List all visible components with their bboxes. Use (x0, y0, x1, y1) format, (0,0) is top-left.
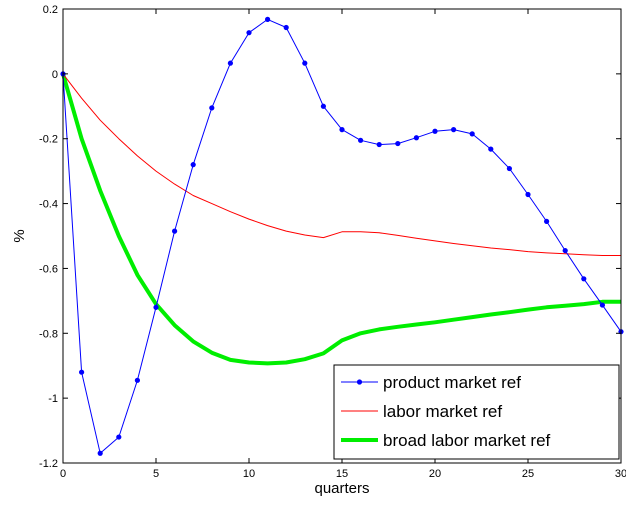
data-point (190, 162, 196, 168)
legend-marker (356, 379, 363, 385)
data-point (153, 304, 159, 310)
y-tick-label: -1 (48, 393, 58, 405)
data-point (302, 60, 308, 66)
y-tick-label: -1.2 (39, 458, 58, 470)
data-point (432, 128, 438, 134)
legend-label: product market ref (383, 373, 521, 392)
data-point (544, 218, 550, 225)
series-line-labor-market-ref (62, 73, 621, 256)
x-tick-label: 15 (336, 468, 348, 480)
y-tick-label: 0 (52, 69, 58, 81)
legend: product market ref labor market ref broad … (333, 364, 620, 460)
data-point (451, 127, 457, 133)
data-point (599, 302, 606, 308)
y-tick-label: -0.4 (39, 199, 58, 211)
x-tick-label: 20 (429, 468, 441, 480)
data-point (339, 127, 345, 133)
data-point (506, 165, 512, 172)
x-tick-label: 10 (243, 468, 255, 480)
data-point (358, 137, 364, 143)
x-tick-label: 30 (615, 468, 626, 480)
y-axis-label: % (11, 229, 28, 242)
y-tick-label: -0.6 (39, 263, 58, 275)
data-point (97, 450, 103, 456)
data-point (320, 103, 326, 109)
data-point (562, 247, 568, 254)
axis-ticks: 0 5 10 15 20 25 30 0.2 0 -0.2 -0.4 -0.6 -0.8 -1 -1.2 (39, 4, 626, 480)
data-point (209, 105, 215, 111)
y-tick-label: -0.2 (39, 134, 58, 146)
data-point (172, 228, 178, 234)
data-point (134, 377, 140, 383)
series-line-broad-labor-market-ref (61, 73, 621, 366)
y-tick-label: -0.8 (39, 328, 58, 340)
x-tick-label: 0 (60, 468, 66, 480)
data-point (116, 434, 122, 440)
data-point (395, 140, 401, 147)
data-point (246, 30, 252, 36)
data-point (469, 131, 475, 137)
x-axis-label: quarters (314, 480, 369, 497)
data-point (581, 276, 587, 282)
legend-box (333, 364, 620, 460)
plot-series (60, 16, 624, 456)
data-point (413, 135, 419, 141)
x-tick-label: 25 (522, 468, 534, 480)
data-point (79, 369, 85, 375)
data-point (376, 141, 382, 148)
data-point (488, 146, 494, 152)
data-point (525, 191, 531, 198)
legend-label: broad labor market ref (383, 431, 551, 450)
x-tick-label: 5 (153, 468, 159, 480)
y-tick-label: 0.2 (43, 4, 58, 16)
data-point (227, 60, 233, 66)
data-point (283, 24, 289, 31)
legend-label: labor market ref (383, 402, 502, 421)
data-point (265, 16, 271, 22)
